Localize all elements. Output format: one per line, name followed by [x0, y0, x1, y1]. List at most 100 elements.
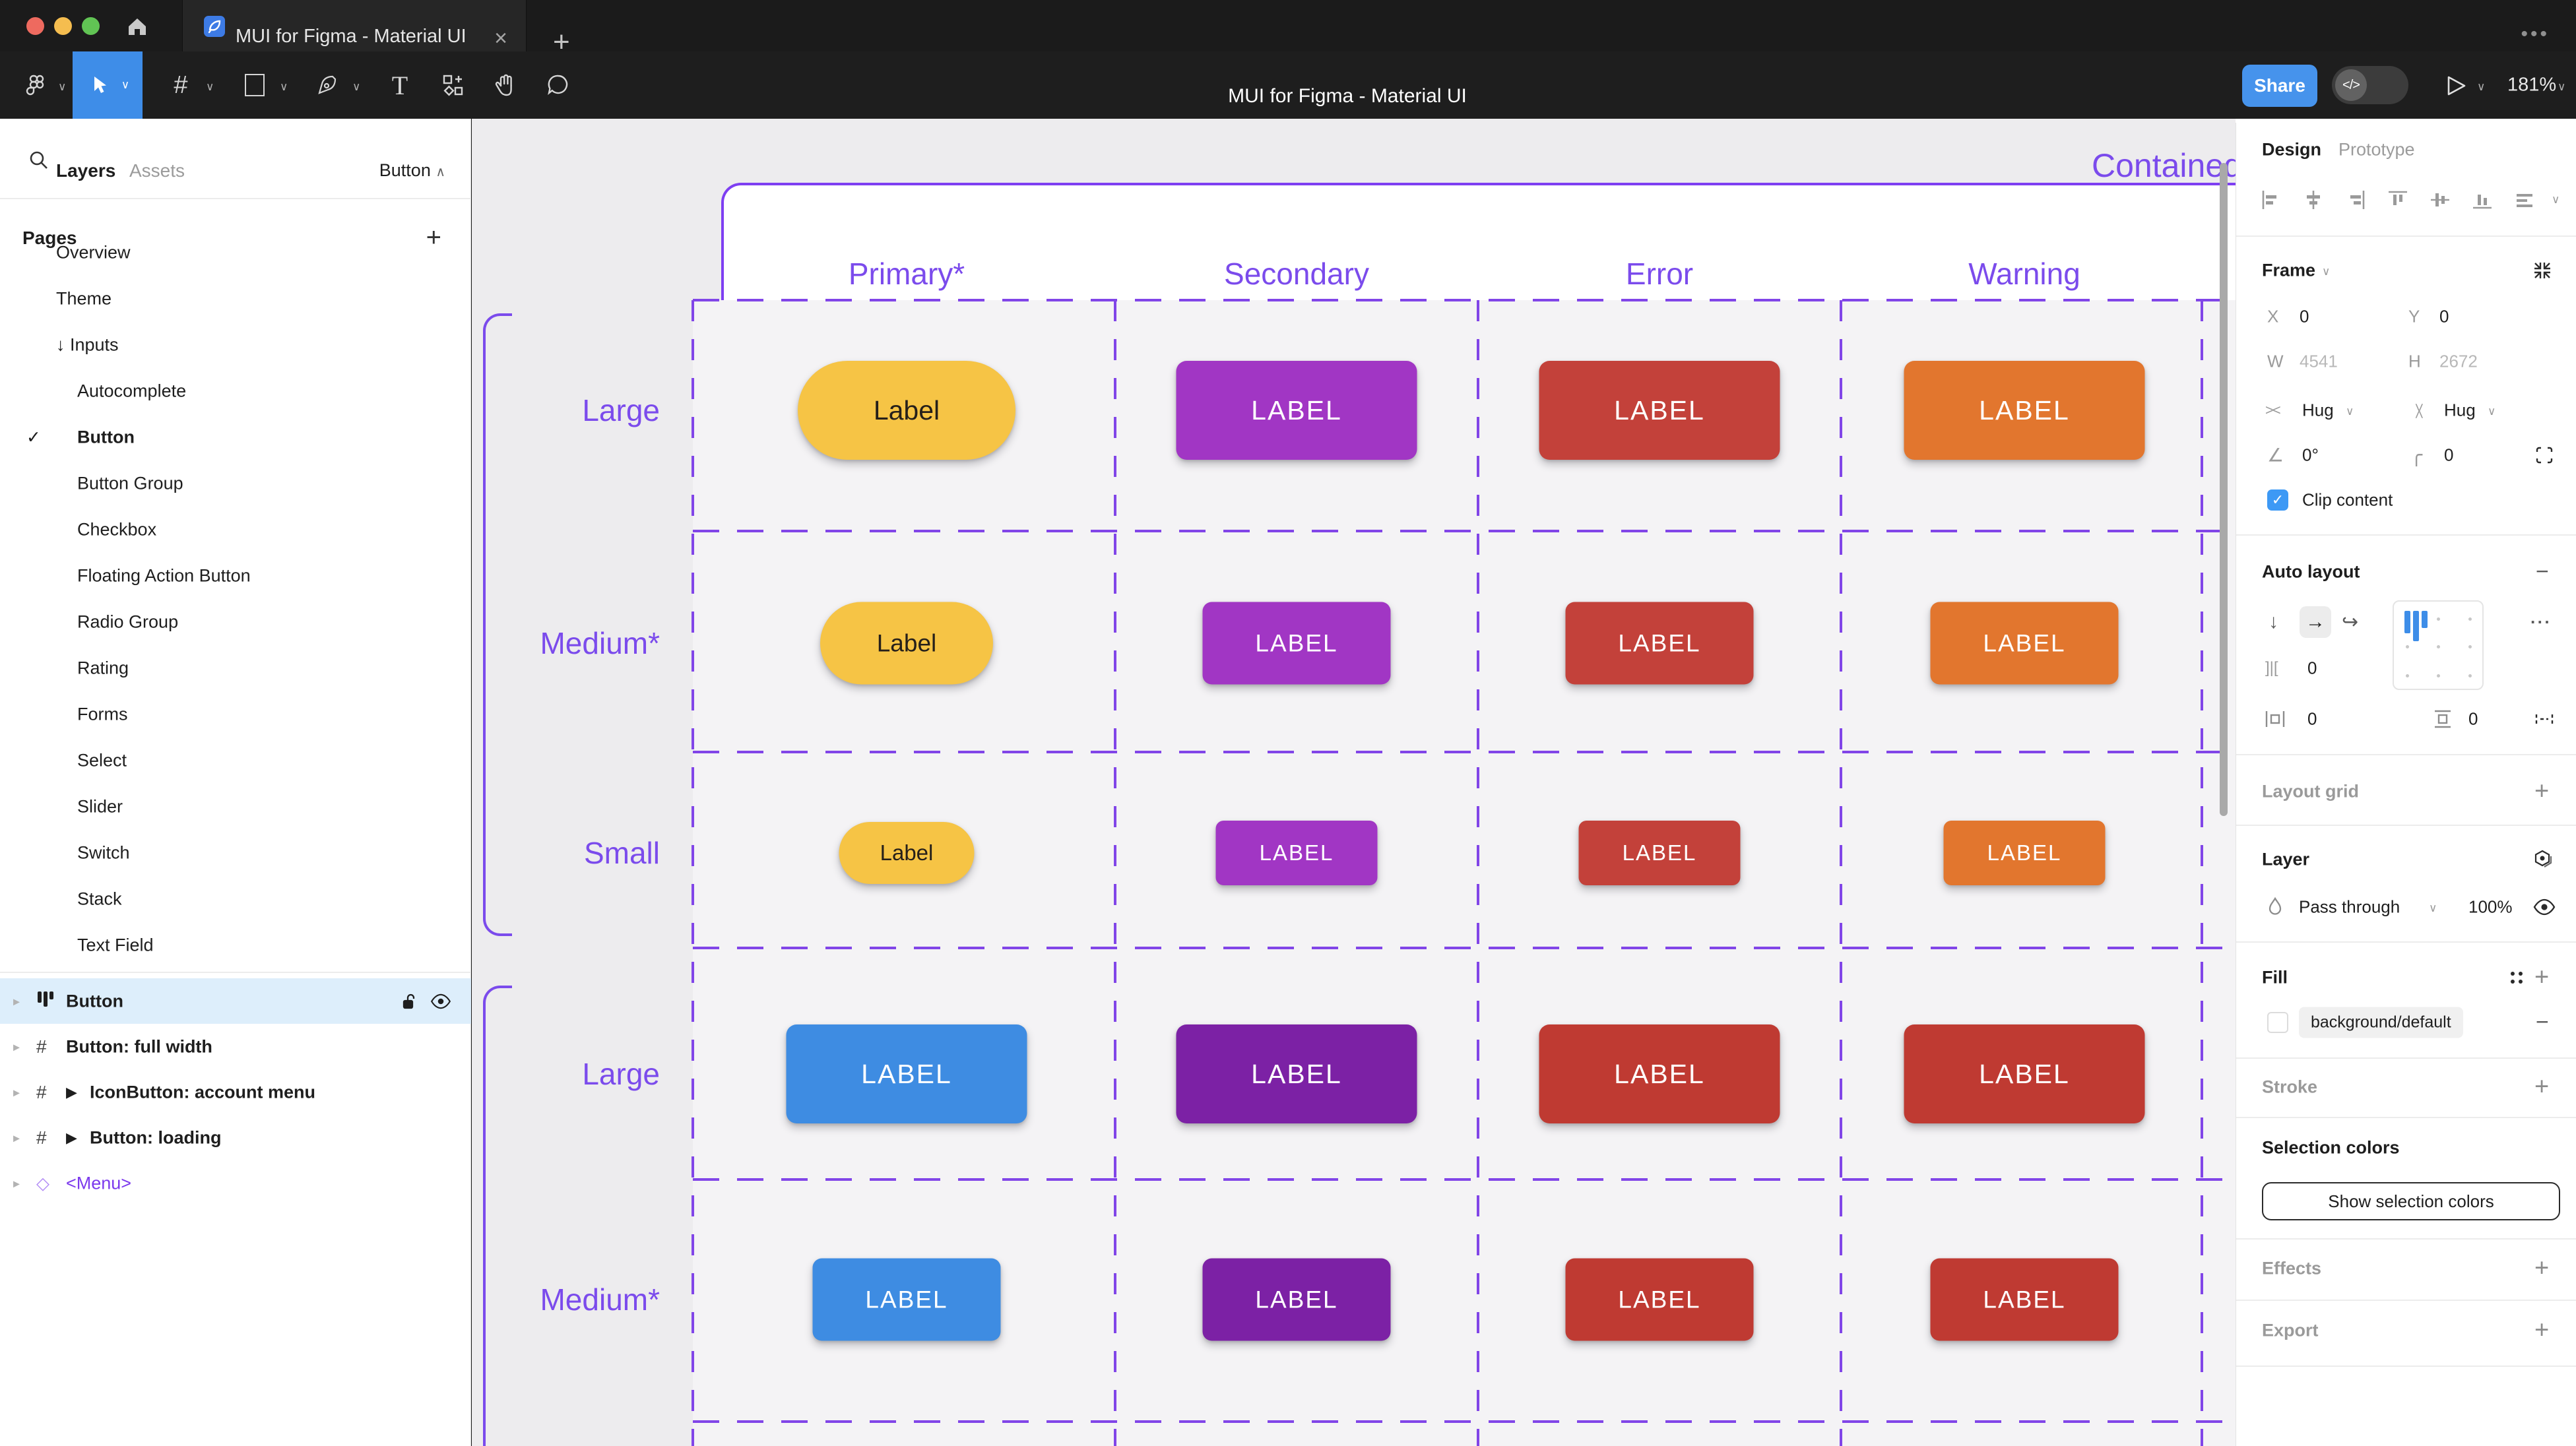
- layout-grid-header[interactable]: Layout grid: [2262, 781, 2359, 802]
- button-component-warning-large[interactable]: LABEL: [1904, 1024, 2145, 1123]
- button-component-warning-medium[interactable]: LABEL: [1930, 602, 2119, 685]
- alignment-dot[interactable]: [2468, 674, 2472, 677]
- zoom-window-button[interactable]: [82, 17, 100, 35]
- button-component-error-medium[interactable]: LABEL: [1565, 1258, 1754, 1341]
- height-field-value[interactable]: 2672: [2439, 351, 2478, 371]
- frame-section-header[interactable]: Frame: [2262, 260, 2316, 280]
- shape-tool-button[interactable]: [235, 51, 274, 119]
- expand-chevron-icon[interactable]: ▸: [13, 1176, 20, 1191]
- corner-radius-value[interactable]: 0: [2444, 445, 2454, 465]
- alignment-dot[interactable]: [2437, 645, 2440, 648]
- pen-tool-button[interactable]: [307, 51, 347, 119]
- minimize-window-button[interactable]: [54, 17, 72, 35]
- button-component-secondary-small[interactable]: LABEL: [1215, 821, 1378, 885]
- add-fill-button[interactable]: +: [2534, 963, 2550, 991]
- page-item-inputs[interactable]: ↓ Inputs: [0, 323, 471, 367]
- align-left-icon[interactable]: [2260, 189, 2282, 211]
- add-layout-grid-button[interactable]: +: [2534, 777, 2550, 805]
- expand-chevron-icon[interactable]: ▸: [13, 1040, 20, 1054]
- layer-row-button-loading[interactable]: ▸ # ▶ Button: loading: [0, 1115, 471, 1160]
- tab-layers[interactable]: Layers: [56, 160, 116, 181]
- zoom-level[interactable]: 181%: [2507, 74, 2557, 96]
- zoom-chevron-icon[interactable]: ∨: [2558, 80, 2566, 93]
- page-item-floating-action-button[interactable]: Floating Action Button: [0, 553, 471, 598]
- rotation-value[interactable]: 0°: [2302, 445, 2319, 465]
- page-item-text-field[interactable]: Text Field: [0, 923, 471, 968]
- canvas[interactable]: Contained Primary* Secondary Error Warning L…: [472, 119, 2236, 1446]
- remove-fill-button[interactable]: −: [2536, 1009, 2549, 1035]
- clip-content-checkbox[interactable]: ✓: [2267, 489, 2288, 511]
- horizontal-sizing-chevron-icon[interactable]: ∨: [2346, 405, 2354, 418]
- dev-mode-toggle[interactable]: </>: [2332, 66, 2408, 104]
- page-indicator[interactable]: Button ∧: [379, 160, 445, 180]
- move-tool-chevron-icon[interactable]: ∨: [121, 79, 130, 91]
- window-more-icon[interactable]: •••: [2521, 23, 2550, 45]
- layer-row--menu-[interactable]: ▸ ◇ <Menu>: [0, 1160, 471, 1206]
- page-item-rating[interactable]: Rating: [0, 646, 471, 691]
- expand-chevron-icon[interactable]: ▸: [13, 1131, 20, 1145]
- share-button[interactable]: Share: [2242, 65, 2317, 107]
- button-component-primary-small[interactable]: Label: [839, 822, 975, 884]
- alignment-dot[interactable]: [2468, 617, 2472, 621]
- auto-layout-more-icon[interactable]: ···: [2530, 612, 2552, 632]
- resources-tool-button[interactable]: [433, 51, 472, 119]
- horizontal-sizing-value[interactable]: Hug: [2302, 400, 2334, 420]
- show-selection-colors-button[interactable]: Show selection colors: [2262, 1182, 2560, 1220]
- alignment-dot[interactable]: [2437, 674, 2440, 677]
- fill-style-chip[interactable]: background/default: [2299, 1007, 2463, 1038]
- blend-mode-icon[interactable]: [2532, 848, 2554, 871]
- auto-layout-alignment-box[interactable]: [2393, 600, 2484, 690]
- auto-layout-horizontal-icon[interactable]: →: [2300, 606, 2331, 638]
- button-component-error-large[interactable]: LABEL: [1539, 1024, 1780, 1123]
- move-tool-button[interactable]: ∨: [73, 51, 143, 119]
- stroke-section-header[interactable]: Stroke: [2262, 1077, 2318, 1097]
- width-field-value[interactable]: 4541: [2300, 351, 2338, 371]
- alignment-dot[interactable]: [2468, 645, 2472, 648]
- search-icon[interactable]: [28, 149, 50, 172]
- remove-auto-layout-button[interactable]: −: [2536, 559, 2549, 584]
- frame-tool-button[interactable]: #: [174, 71, 188, 99]
- page-item-theme[interactable]: Theme: [0, 276, 471, 321]
- distribute-chevron-icon[interactable]: ∨: [2552, 193, 2560, 206]
- horizontal-padding-value[interactable]: 0: [2307, 708, 2317, 729]
- add-page-button[interactable]: +: [426, 223, 441, 252]
- section-label[interactable]: Contained: [2092, 147, 2236, 184]
- page-item-button-group[interactable]: Button Group: [0, 461, 471, 506]
- page-item-forms[interactable]: Forms: [0, 692, 471, 737]
- button-component-error-small[interactable]: LABEL: [1578, 821, 1741, 885]
- y-field-value[interactable]: 0: [2439, 306, 2449, 327]
- add-stroke-button[interactable]: +: [2534, 1073, 2550, 1101]
- canvas-vertical-scrollbar[interactable]: [2220, 163, 2228, 816]
- home-icon[interactable]: [125, 15, 149, 38]
- collapse-panel-icon[interactable]: [2532, 260, 2553, 281]
- page-item-switch[interactable]: Switch: [0, 831, 471, 875]
- fill-color-swatch[interactable]: [2267, 1012, 2288, 1033]
- blend-mode-value[interactable]: Pass through: [2299, 896, 2400, 917]
- pen-tool-chevron-icon[interactable]: ∨: [352, 80, 361, 93]
- gap-value[interactable]: 0: [2307, 658, 2317, 678]
- add-export-button[interactable]: +: [2534, 1316, 2550, 1344]
- close-tab-icon[interactable]: ×: [494, 26, 507, 51]
- expand-chevron-icon[interactable]: ▸: [13, 1085, 20, 1100]
- layer-visibility-eye-icon[interactable]: [2533, 898, 2556, 916]
- button-component-error-large[interactable]: LABEL: [1539, 361, 1780, 460]
- menu-chevron-icon[interactable]: ∨: [58, 80, 67, 93]
- auto-layout-wrap-icon[interactable]: ↩: [2342, 611, 2359, 633]
- button-component-primary-large[interactable]: LABEL: [786, 1024, 1027, 1123]
- comment-tool-button[interactable]: [538, 51, 578, 119]
- blend-mode-chevron-icon[interactable]: ∨: [2429, 902, 2437, 914]
- present-chevron-icon[interactable]: ∨: [2477, 80, 2486, 93]
- unlock-icon[interactable]: [399, 991, 419, 1011]
- visibility-eye-icon[interactable]: [430, 993, 451, 1009]
- button-component-error-medium[interactable]: LABEL: [1565, 602, 1754, 685]
- button-component-secondary-medium[interactable]: LABEL: [1202, 1258, 1391, 1341]
- auto-layout-header[interactable]: Auto layout: [2262, 561, 2360, 582]
- align-vertical-center-icon[interactable]: [2429, 189, 2451, 211]
- opacity-value[interactable]: 100%: [2468, 896, 2513, 917]
- file-tab[interactable]: MUI for Figma - Material UI ×: [182, 0, 527, 51]
- alignment-dot[interactable]: [2406, 674, 2409, 677]
- layer-row-button[interactable]: ▸ Button: [0, 978, 471, 1024]
- button-component-primary-large[interactable]: Label: [798, 361, 1015, 460]
- fill-styles-icon[interactable]: [2508, 969, 2525, 986]
- page-item-stack[interactable]: Stack: [0, 877, 471, 922]
